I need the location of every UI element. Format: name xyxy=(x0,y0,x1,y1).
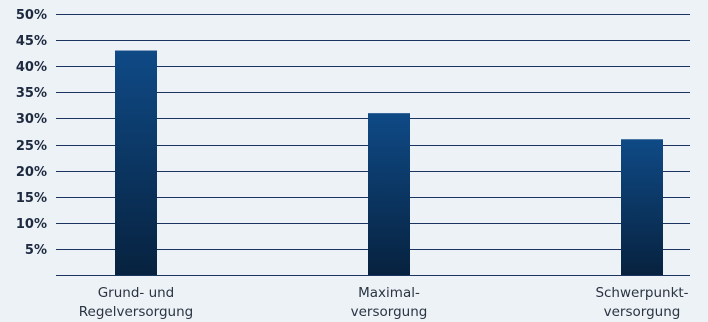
y-tick-label: 35% xyxy=(16,86,47,101)
y-tick-label: 5% xyxy=(25,243,47,258)
x-category-label: Maximal-versorgung xyxy=(351,285,428,320)
y-tick-label: 20% xyxy=(16,165,47,180)
x-axis-category-labels: Grund- und Regelversorgung Maximal-versorg… xyxy=(79,285,689,320)
y-tick-label: 30% xyxy=(16,112,47,127)
x-category-label-line: Grund- und xyxy=(98,285,175,301)
x-category-label-line: versorgung xyxy=(604,304,681,320)
y-tick-label: 45% xyxy=(16,34,47,49)
y-tick-label: 50% xyxy=(16,8,47,23)
x-category-label: Grund- und Regelversorgung xyxy=(79,285,193,320)
y-tick-label: 40% xyxy=(16,60,47,75)
y-tick-label: 10% xyxy=(16,217,47,232)
y-tick-label: 15% xyxy=(16,191,47,206)
x-category-label-line: Regelversorgung xyxy=(79,304,193,320)
y-tick-label: 25% xyxy=(16,139,47,154)
x-category-label-line: versorgung xyxy=(351,304,428,320)
x-category-label-line: Maximal- xyxy=(358,285,420,301)
bar xyxy=(368,113,410,276)
bar xyxy=(115,50,157,275)
bars xyxy=(115,50,663,276)
x-category-label-line: Schwerpunkt- xyxy=(595,285,688,301)
y-axis-tick-labels: 5% 10% 15% 20% 25% 30% 35% 40% 45% 50% xyxy=(16,8,47,258)
bar xyxy=(621,139,663,275)
x-category-label: Schwerpunkt-versorgung xyxy=(595,285,688,320)
